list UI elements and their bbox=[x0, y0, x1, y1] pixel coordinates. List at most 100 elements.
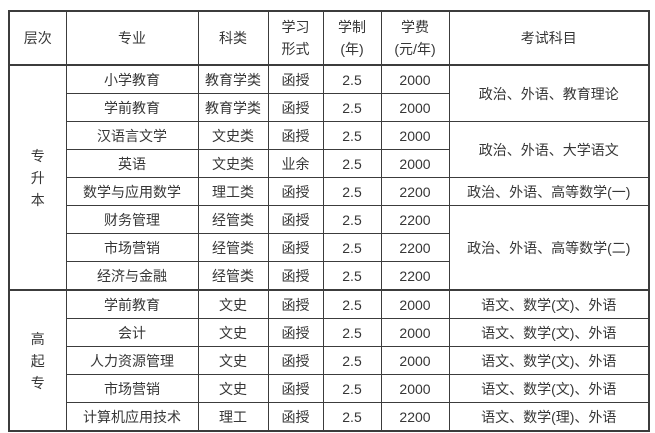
cell-years: 2.5 bbox=[322, 261, 382, 291]
header-exam-subjects: 考试科目 bbox=[448, 10, 650, 66]
table-row: 汉语言文学 文史类 函授 2.5 2000 政治、外语、大学语文 bbox=[9, 121, 650, 178]
cell-exam: 政治、外语、高等数学(一) bbox=[448, 177, 650, 206]
table-row: 英语 文史类 业余 2.5 2000 bbox=[9, 149, 649, 178]
table-row: 市场营销 经管类 函授 2.5 2200 bbox=[9, 233, 649, 262]
cell-tuition: 2200 bbox=[380, 233, 450, 262]
table-row: 会计 文史 函授 2.5 2000 语文、数学(文)、外语 bbox=[9, 318, 650, 347]
cell-category: 理工 bbox=[197, 402, 269, 432]
cell-form: 函授 bbox=[267, 289, 324, 319]
cell-form: 函授 bbox=[267, 261, 324, 291]
table-row: 市场营销 文史 函授 2.5 2000 语文、数学(文)、外语 bbox=[9, 374, 650, 403]
cell-form: 业余 bbox=[267, 149, 324, 178]
cell-tuition: 2000 bbox=[380, 289, 450, 319]
cell-form: 函授 bbox=[267, 121, 324, 150]
cell-category: 文史类 bbox=[197, 121, 269, 150]
enrollment-table: 层次 专业 科类 学习 形式 学制 (年) 学费 (元/年) 考试科目 专升本 小学教… bbox=[8, 10, 650, 432]
cell-form: 函授 bbox=[267, 93, 324, 122]
cell-tuition: 2000 bbox=[380, 121, 450, 150]
cell-years: 2.5 bbox=[322, 93, 382, 122]
cell-major: 会计 bbox=[65, 318, 199, 347]
cell-form: 函授 bbox=[267, 233, 324, 262]
cell-tuition: 2000 bbox=[380, 93, 450, 122]
cell-years: 2.5 bbox=[322, 318, 382, 347]
cell-exam-merged: 政治、外语、高等数学(二) bbox=[448, 205, 650, 291]
cell-form: 函授 bbox=[267, 205, 324, 234]
cell-major: 市场营销 bbox=[65, 374, 199, 403]
cell-category: 经管类 bbox=[197, 233, 269, 262]
header-row: 层次 专业 科类 学习 形式 学制 (年) 学费 (元/年) 考试科目 bbox=[8, 10, 650, 66]
table-row: 财务管理 经管类 函授 2.5 2200 政治、外语、高等数学(二) bbox=[9, 205, 650, 291]
cell-major: 计算机应用技术 bbox=[65, 402, 199, 432]
cell-major: 学前教育 bbox=[65, 289, 199, 319]
header-study-form: 学习 形式 bbox=[267, 10, 324, 66]
cell-category: 教育学类 bbox=[197, 93, 269, 122]
cell-exam-merged: 政治、外语、大学语文 bbox=[448, 121, 650, 178]
cell-exam: 语文、数学(理)、外语 bbox=[448, 402, 650, 432]
cell-years: 2.5 bbox=[322, 402, 382, 432]
cell-exam-merged: 政治、外语、教育理论 bbox=[448, 64, 650, 122]
cell-years: 2.5 bbox=[322, 233, 382, 262]
cell-category: 经管类 bbox=[197, 205, 269, 234]
cell-major: 财务管理 bbox=[65, 205, 199, 234]
cell-exam: 语文、数学(文)、外语 bbox=[448, 346, 650, 375]
cell-exam: 语文、数学(文)、外语 bbox=[448, 289, 650, 319]
cell-years: 2.5 bbox=[322, 289, 382, 319]
table-row: 经济与金融 经管类 函授 2.5 2200 bbox=[9, 261, 649, 291]
header-major: 专业 bbox=[65, 10, 199, 66]
cell-years: 2.5 bbox=[322, 121, 382, 150]
cell-tuition: 2000 bbox=[380, 318, 450, 347]
level-label: 专升本 bbox=[30, 147, 45, 208]
table-row: 高起专 学前教育 文史 函授 2.5 2000 语文、数学(文)、外语 bbox=[8, 289, 650, 432]
table-row: 学前教育 教育学类 函授 2.5 2000 bbox=[9, 93, 649, 122]
cell-exam: 语文、数学(文)、外语 bbox=[448, 318, 650, 347]
cell-tuition: 2200 bbox=[380, 402, 450, 432]
cell-tuition: 2000 bbox=[380, 149, 450, 178]
cell-category: 文史 bbox=[197, 374, 269, 403]
cell-form: 函授 bbox=[267, 346, 324, 375]
cell-years: 2.5 bbox=[322, 346, 382, 375]
cell-major: 小学教育 bbox=[65, 64, 199, 94]
cell-tuition: 2000 bbox=[380, 346, 450, 375]
cell-years: 2.5 bbox=[322, 64, 382, 94]
cell-tuition: 2200 bbox=[380, 177, 450, 206]
table-row: 人力资源管理 文史 函授 2.5 2000 语文、数学(文)、外语 bbox=[9, 346, 650, 375]
cell-tuition: 2200 bbox=[380, 205, 450, 234]
cell-category: 文史 bbox=[197, 318, 269, 347]
level-cell-gaoqizhuan: 高起专 bbox=[8, 289, 67, 432]
cell-form: 函授 bbox=[267, 402, 324, 432]
cell-years: 2.5 bbox=[322, 205, 382, 234]
cell-years: 2.5 bbox=[322, 177, 382, 206]
cell-exam: 语文、数学(文)、外语 bbox=[448, 374, 650, 403]
cell-years: 2.5 bbox=[322, 374, 382, 403]
cell-category: 理工类 bbox=[197, 177, 269, 206]
cell-category: 经管类 bbox=[197, 261, 269, 291]
cell-form: 函授 bbox=[267, 177, 324, 206]
cell-major: 数学与应用数学 bbox=[65, 177, 199, 206]
cell-tuition: 2200 bbox=[380, 261, 450, 291]
cell-category: 文史类 bbox=[197, 149, 269, 178]
cell-form: 函授 bbox=[267, 318, 324, 347]
cell-years: 2.5 bbox=[322, 149, 382, 178]
cell-category: 文史 bbox=[197, 289, 269, 319]
cell-form: 函授 bbox=[267, 374, 324, 403]
table-row: 计算机应用技术 理工 函授 2.5 2200 语文、数学(理)、外语 bbox=[9, 402, 650, 432]
cell-major: 市场营销 bbox=[65, 233, 199, 262]
table-row: 数学与应用数学 理工类 函授 2.5 2200 政治、外语、高等数学(一) bbox=[9, 177, 650, 206]
cell-major: 英语 bbox=[65, 149, 199, 178]
cell-major: 人力资源管理 bbox=[65, 346, 199, 375]
cell-tuition: 2000 bbox=[380, 64, 450, 94]
cell-category: 文史 bbox=[197, 346, 269, 375]
table-row: 专升本 小学教育 教育学类 函授 2.5 2000 政治、外语、教育理论 bbox=[8, 64, 650, 291]
level-label: 高起专 bbox=[30, 330, 45, 391]
cell-major: 经济与金融 bbox=[65, 261, 199, 291]
header-duration: 学制 (年) bbox=[322, 10, 382, 66]
cell-form: 函授 bbox=[267, 64, 324, 94]
cell-major: 学前教育 bbox=[65, 93, 199, 122]
header-tuition: 学费 (元/年) bbox=[380, 10, 450, 66]
cell-major: 汉语言文学 bbox=[65, 121, 199, 150]
level-cell-zhuanshengben: 专升本 bbox=[8, 64, 67, 291]
header-level: 层次 bbox=[8, 10, 67, 66]
cell-category: 教育学类 bbox=[197, 64, 269, 94]
header-category: 科类 bbox=[197, 10, 269, 66]
